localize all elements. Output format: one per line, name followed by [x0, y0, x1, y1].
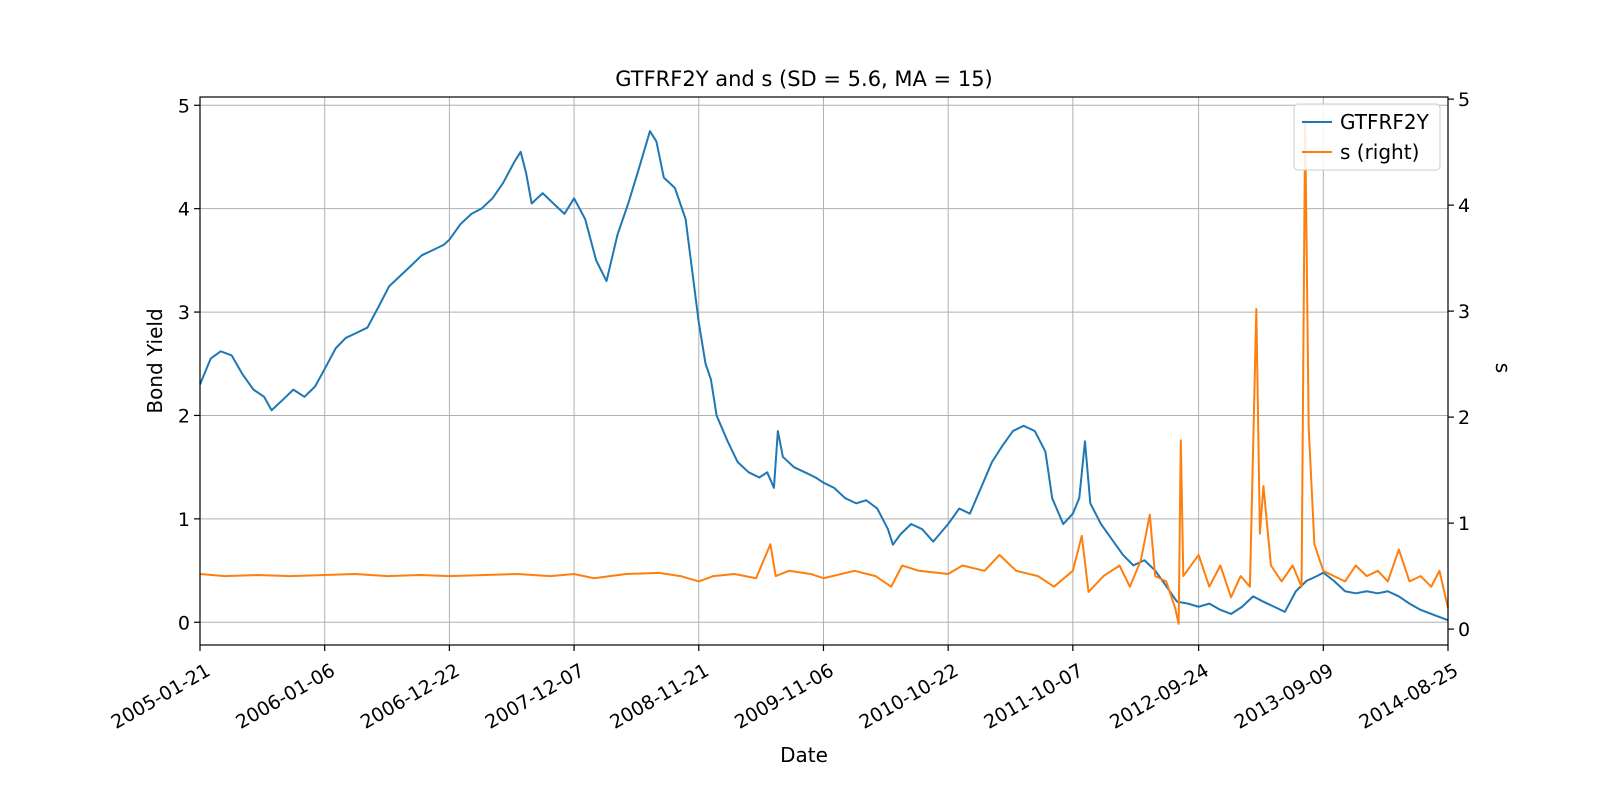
series-line-gtfrf2y	[199, 130, 1449, 622]
y-tick-label-right: 2	[1458, 407, 1470, 429]
series-layer	[199, 119, 1449, 625]
y-tick-label-right: 1	[1458, 513, 1470, 535]
x-tick-label: 2014-08-25	[1355, 659, 1462, 733]
y-tick-label-left: 4	[178, 199, 190, 221]
y-tick-label-left: 2	[178, 405, 190, 427]
x-tick-label: 2012-09-24	[1106, 659, 1213, 733]
legend-box	[1293, 103, 1441, 171]
y-tick-label-left: 3	[178, 302, 190, 324]
y-tick-label-right: 3	[1458, 301, 1470, 323]
x-tick-label: 2006-01-06	[232, 659, 339, 733]
x-tick-label: 2008-11-21	[606, 659, 713, 733]
grid-lines	[199, 97, 1449, 645]
legend-label-gtfrf2y: GTFRF2Y	[1340, 110, 1430, 134]
x-axis-label: Date	[780, 743, 828, 767]
y-axis-label-left: Bond Yield	[143, 308, 167, 413]
x-tick-label: 2010-10-22	[856, 659, 963, 733]
y-axis-left: 0 1 2 3 4 5	[178, 95, 200, 634]
x-tick-label: 2013-09-09	[1231, 659, 1338, 733]
x-tick-label: 2009-11-06	[731, 659, 838, 733]
y-tick-label-left: 5	[178, 95, 190, 117]
plot-frame	[199, 96, 1449, 646]
y-tick-label-right: 0	[1458, 619, 1470, 641]
y-tick-label-right: 5	[1458, 89, 1470, 111]
series-line-s	[199, 119, 1449, 625]
x-tick-label: 2006-12-22	[357, 659, 464, 733]
x-tick-label: 2007-12-07	[482, 659, 589, 733]
x-axis: 2005-01-21 2006-01-06 2006-12-22 2007-12-07…	[107, 645, 1462, 734]
y-tick-label-left: 1	[178, 509, 190, 531]
y-axis-label-right: s	[1491, 363, 1515, 373]
legend-label-s: s (right)	[1340, 140, 1419, 164]
x-tick-label: 2005-01-21	[107, 659, 214, 733]
chart-title: GTFRF2Y and s (SD = 5.6, MA = 15)	[615, 67, 993, 91]
x-tick-label: 2011-10-07	[980, 659, 1087, 733]
y-tick-label-left: 0	[178, 612, 190, 634]
y-tick-label-right: 4	[1458, 195, 1470, 217]
legend: GTFRF2Y s (right)	[1293, 103, 1441, 171]
y-axis-right: 0 1 2 3 4 5	[1448, 89, 1470, 641]
